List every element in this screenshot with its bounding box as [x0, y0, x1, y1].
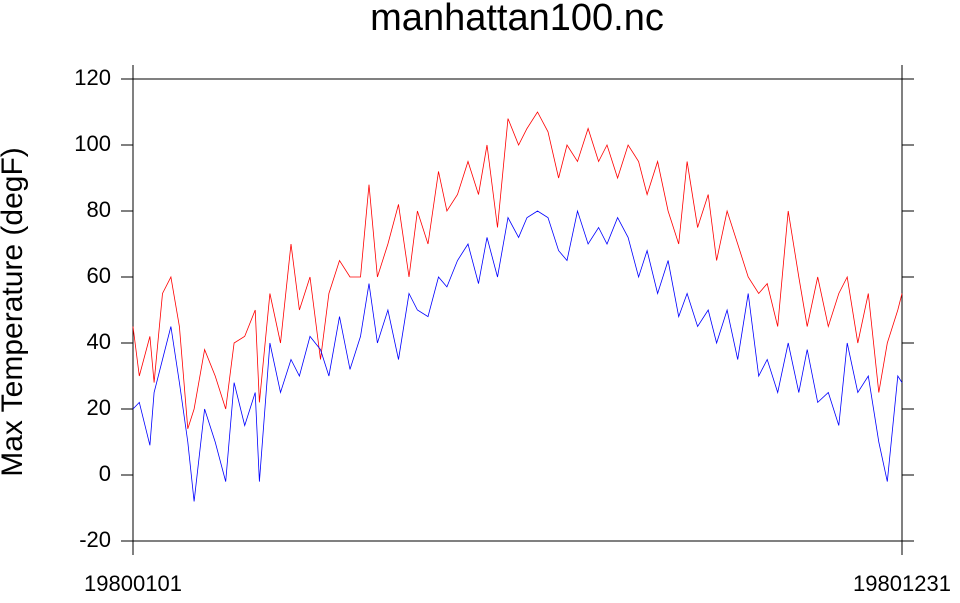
x-tick-label: 19801231 — [853, 571, 951, 596]
x-tick-label: 19800101 — [84, 571, 182, 596]
y-axis-label: Max Temperature (degF) — [0, 147, 29, 477]
y-tick-label: 40 — [87, 329, 111, 354]
y-tick-label: 100 — [74, 131, 111, 156]
y-tick-label: 20 — [87, 395, 111, 420]
chart-title: manhattan100.nc — [370, 0, 664, 39]
series-line — [132, 111, 903, 429]
y-tick-label: 60 — [87, 263, 111, 288]
y-tick-label: 0 — [99, 461, 111, 486]
y-tick-label: 80 — [87, 197, 111, 222]
series-line — [132, 209, 903, 502]
y-tick-label: -20 — [79, 527, 111, 552]
y-tick-label: 120 — [74, 65, 111, 90]
plot-frame — [132, 78, 903, 542]
